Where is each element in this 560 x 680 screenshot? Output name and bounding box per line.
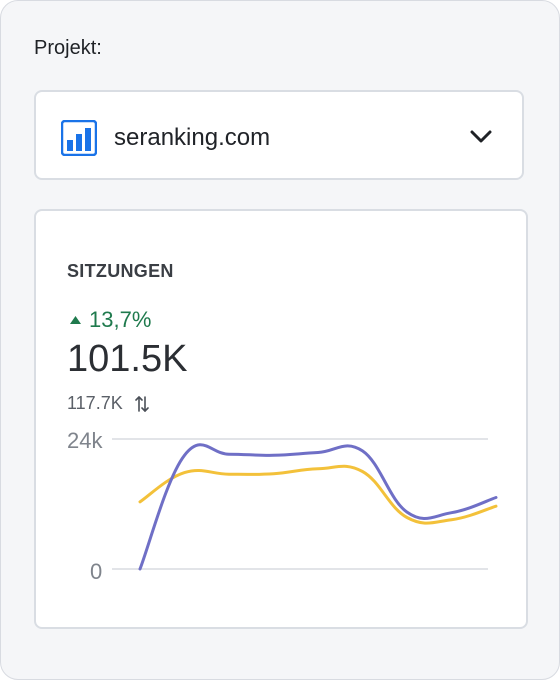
series-line-2 [138,464,498,525]
chevron-down-icon[interactable] [470,130,492,144]
sessions-card: SITZUNGEN 13,7% 101.5K 117.7K 24 [34,209,528,629]
sessions-chart [112,438,498,571]
project-label: Projekt: [34,37,102,59]
triangle-up-icon [70,316,81,324]
project-select-value: seranking.com [114,124,271,151]
y-tick-label-top: 24k [67,428,103,453]
series-line-1 [138,443,498,571]
project-select[interactable]: seranking.com [34,90,524,180]
metric-change-value: 13,7% [89,307,152,332]
previous-period: 117.7K [67,393,149,414]
metric-title: SITZUNGEN [67,261,174,281]
bar-chart-icon [61,120,97,156]
metric-change: 13,7% [70,307,151,333]
swap-arrows-icon[interactable] [134,395,149,413]
y-tick-label-bottom: 0 [90,559,103,584]
metric-value: 101.5K [67,338,188,380]
previous-value: 117.7K [67,393,123,413]
